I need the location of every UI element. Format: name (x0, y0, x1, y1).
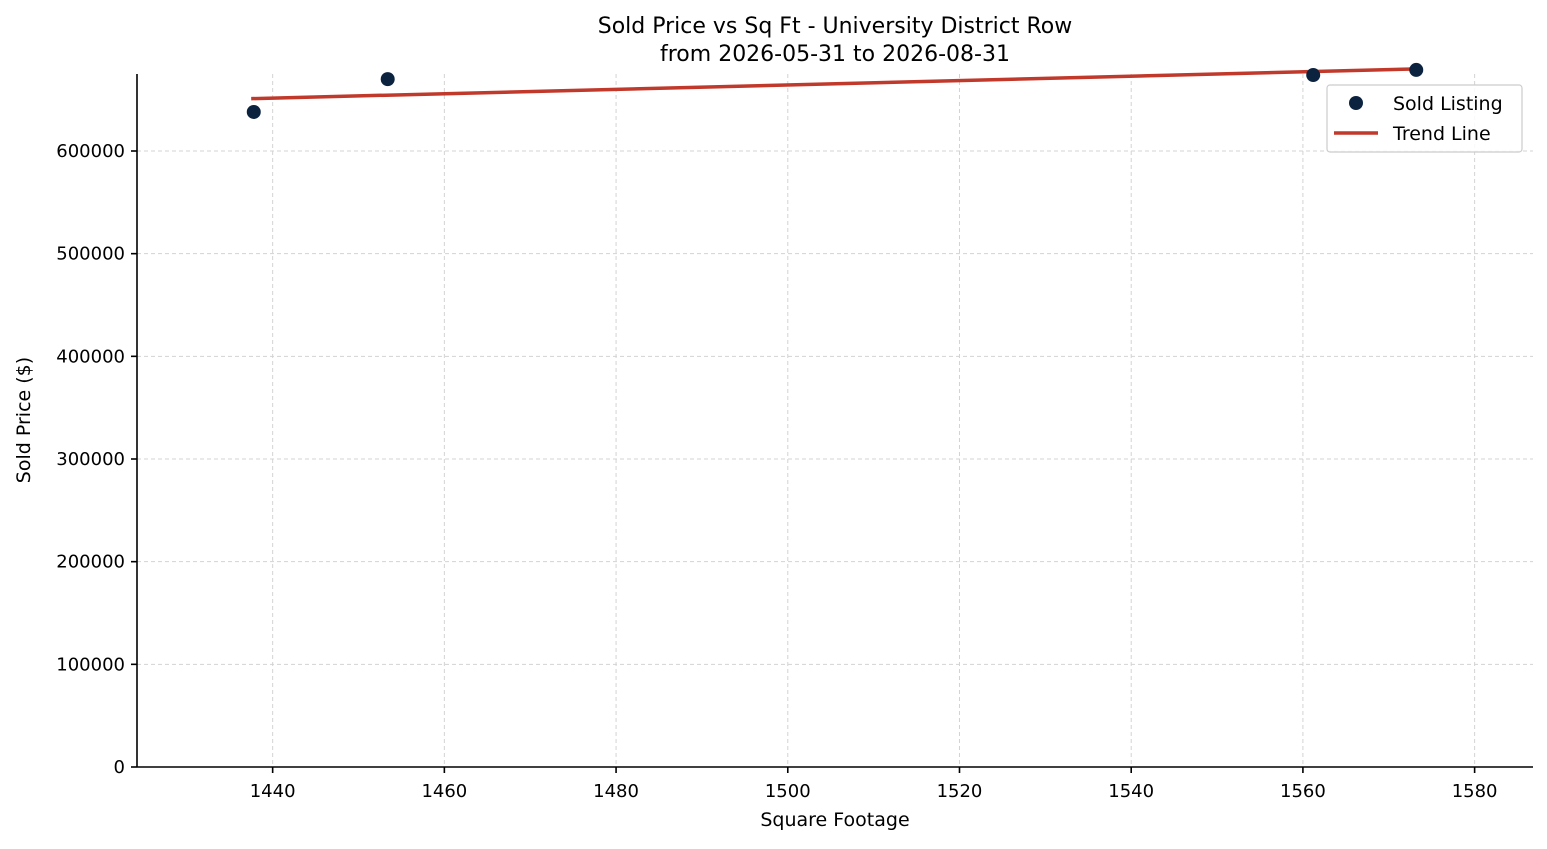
y-axis-label: Sold Price ($) (13, 357, 35, 483)
x-tick-label: 1560 (1280, 781, 1326, 802)
legend-label: Trend Line (1392, 123, 1491, 145)
x-tick-label: 1580 (1452, 781, 1498, 802)
y-tick-label: 300000 (56, 449, 125, 470)
plot-area (246, 62, 1424, 119)
y-tick-label: 400000 (56, 346, 125, 367)
trend-line (251, 67, 1419, 101)
x-tick-label: 1440 (250, 781, 296, 802)
chart-subtitle: from 2026-05-31 to 2026-08-31 (660, 42, 1010, 67)
scatter-point (380, 72, 395, 87)
y-tick-label: 100000 (56, 654, 125, 675)
legend: Sold Listing Trend Line (1326, 84, 1523, 153)
x-tick-label: 1460 (421, 781, 467, 802)
x-axis-label: Square Footage (760, 809, 909, 831)
y-tick-label: 0 (114, 757, 125, 778)
scatter-point (1306, 68, 1321, 83)
scatter-point (1409, 62, 1424, 77)
legend-marker-scatter (1349, 96, 1363, 110)
scatter-point (246, 104, 261, 119)
y-tick-label: 200000 (56, 552, 125, 573)
legend-label: Sold Listing (1393, 93, 1503, 115)
legend-box (1326, 84, 1523, 153)
y-tick-label: 500000 (56, 244, 125, 265)
x-tick-label: 1480 (593, 781, 639, 802)
chart-title: Sold Price vs Sq Ft - University Distric… (598, 14, 1073, 39)
x-tick-label: 1540 (1108, 781, 1154, 802)
x-tick-label: 1520 (937, 781, 983, 802)
x-tick-label: 1500 (765, 781, 811, 802)
y-tick-label: 600000 (56, 141, 125, 162)
axes: 1440 1460 1480 1500 1520 1540 1560 1580 0 100000 2… (56, 74, 1533, 802)
grid (137, 74, 1533, 768)
